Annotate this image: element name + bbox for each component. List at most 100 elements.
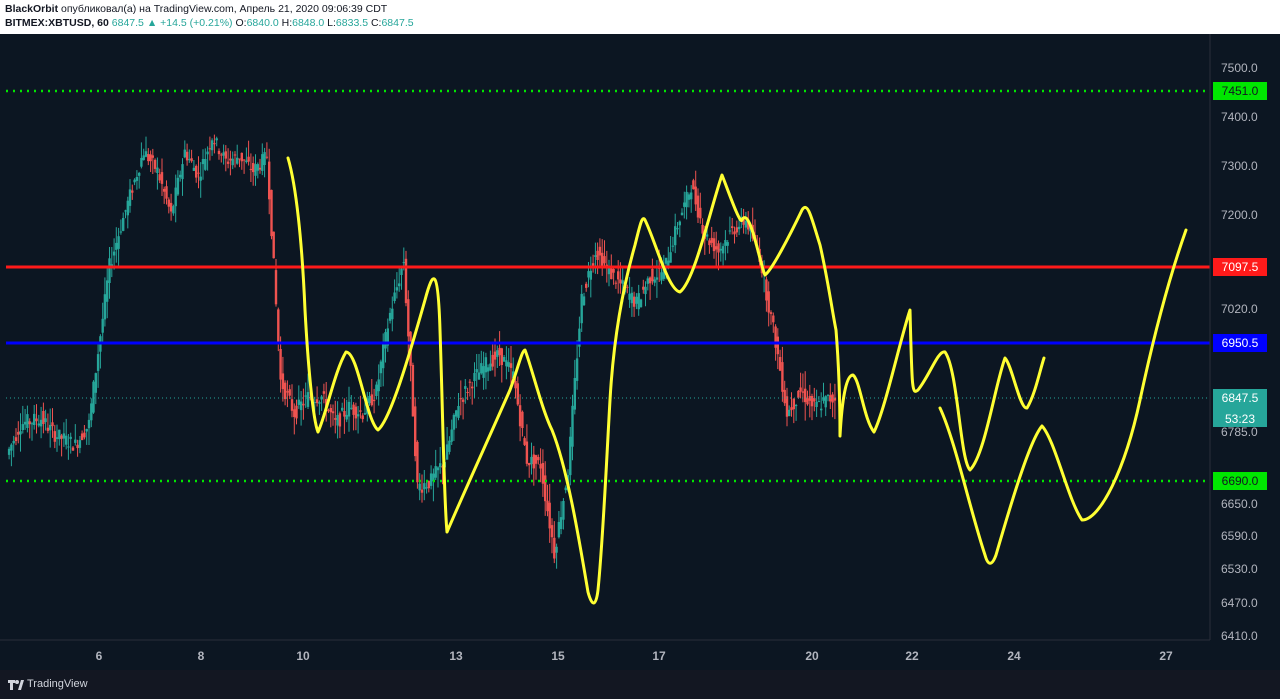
candle-body: [352, 404, 355, 415]
candle-body: [388, 312, 392, 321]
candle-body: [356, 414, 360, 417]
candle-body: [208, 148, 212, 150]
candle-body: [605, 264, 608, 266]
publish-text: опубликовал(а) на TradingView.com, Апрел…: [61, 3, 388, 15]
candle-body: [286, 391, 289, 393]
price-tick-label: 7020.0: [1221, 302, 1258, 316]
candle-body: [480, 363, 483, 374]
candle-body: [281, 373, 285, 390]
candle-body: [826, 394, 830, 396]
price-tick-label: 6470.0: [1221, 596, 1258, 610]
candle-body: [525, 441, 529, 464]
candle-body: [44, 418, 47, 423]
candle-body: [147, 154, 150, 162]
candle-body: [263, 152, 266, 165]
chart-area[interactable]: 7500.0 7400.0 7300.0 7200.0 7020.0 6785.0 6650…: [0, 34, 1280, 670]
candle-body: [96, 354, 100, 371]
candle-body: [794, 405, 798, 407]
candle-body: [254, 164, 257, 176]
candle-body: [439, 463, 442, 468]
candle-body: [19, 431, 22, 435]
candle-body: [683, 202, 686, 207]
candle-body: [192, 167, 196, 171]
candle-body: [247, 156, 250, 162]
candle-body: [468, 381, 472, 383]
candle-body: [612, 269, 615, 273]
candle-body: [306, 392, 310, 407]
candle-body: [119, 231, 123, 233]
candle-body: [719, 248, 722, 251]
price-tag: [1213, 258, 1267, 276]
candle-body: [160, 172, 164, 184]
candle-body: [368, 396, 371, 404]
candle-body: [653, 279, 656, 283]
candle-body: [122, 218, 125, 231]
candle-body: [347, 401, 351, 417]
time-tick-label: 17: [652, 649, 666, 663]
candle-body: [144, 151, 148, 157]
candle-body: [705, 234, 709, 237]
candle-body: [206, 151, 209, 155]
candle-body: [516, 383, 519, 405]
candle-body: [500, 348, 503, 365]
candle-body: [466, 392, 469, 393]
candle-body: [710, 237, 713, 243]
candle-body: [407, 299, 410, 337]
candle-body: [523, 438, 526, 445]
close-label: C:: [370, 17, 382, 29]
candle-body: [229, 158, 232, 161]
candle-body: [804, 388, 807, 403]
candle-body: [295, 405, 298, 419]
candle-body: [776, 336, 779, 355]
candle-body: [530, 456, 533, 465]
symbol-label[interactable]: BITMEX:XBTUSD, 60: [5, 17, 109, 29]
candle-body: [735, 227, 738, 233]
candle-body: [740, 216, 743, 218]
tradingview-logo-icon[interactable]: [8, 678, 24, 692]
candle-body: [188, 159, 191, 161]
candle-body: [721, 246, 725, 254]
candle-body: [320, 396, 323, 400]
candle-body: [55, 437, 59, 439]
candle-body: [482, 366, 485, 378]
candle-body: [85, 428, 88, 432]
candle-body: [630, 292, 634, 304]
candle-body: [67, 446, 70, 448]
candle-body: [448, 440, 451, 452]
candle-body: [582, 296, 586, 306]
candle-body: [42, 411, 45, 424]
candle-body: [238, 158, 241, 160]
candle-body: [12, 441, 15, 444]
candle-body: [669, 252, 672, 263]
candle-body: [614, 282, 618, 284]
yellow-drawing-path-projection[interactable]: [938, 228, 1188, 565]
candle-body: [769, 312, 773, 314]
candle-body: [274, 270, 278, 305]
candle-body: [498, 347, 501, 356]
candle-body: [135, 177, 139, 181]
candle-body: [808, 396, 811, 401]
candle-body: [785, 396, 789, 417]
candle-body: [459, 398, 462, 400]
candle-body: [201, 159, 205, 165]
price-change: +14.5 (+0.21%): [160, 17, 233, 29]
close-value: 6847.5: [381, 17, 414, 29]
price-chart[interactable]: 7500.0 7400.0 7300.0 7200.0 7020.0 6785.0 6650…: [0, 34, 1280, 670]
candle-body: [336, 415, 339, 426]
candle-body: [637, 293, 640, 310]
candle-body: [564, 487, 567, 491]
time-tick-label: 20: [805, 649, 819, 663]
candle-body: [765, 279, 768, 301]
candle-body: [589, 270, 592, 280]
candle-body: [724, 240, 727, 246]
author-name[interactable]: BlackOrbit: [5, 3, 59, 15]
price-tag: [1213, 334, 1267, 352]
candle-body: [512, 371, 515, 379]
yellow-drawing-path[interactable]: [286, 156, 1046, 605]
brand-name[interactable]: TradingView: [27, 678, 88, 690]
candle-body: [429, 473, 433, 486]
candle-body: [822, 397, 825, 401]
candle-body: [220, 154, 223, 156]
time-tick-label: 6: [96, 649, 103, 663]
candle-body: [210, 140, 214, 151]
